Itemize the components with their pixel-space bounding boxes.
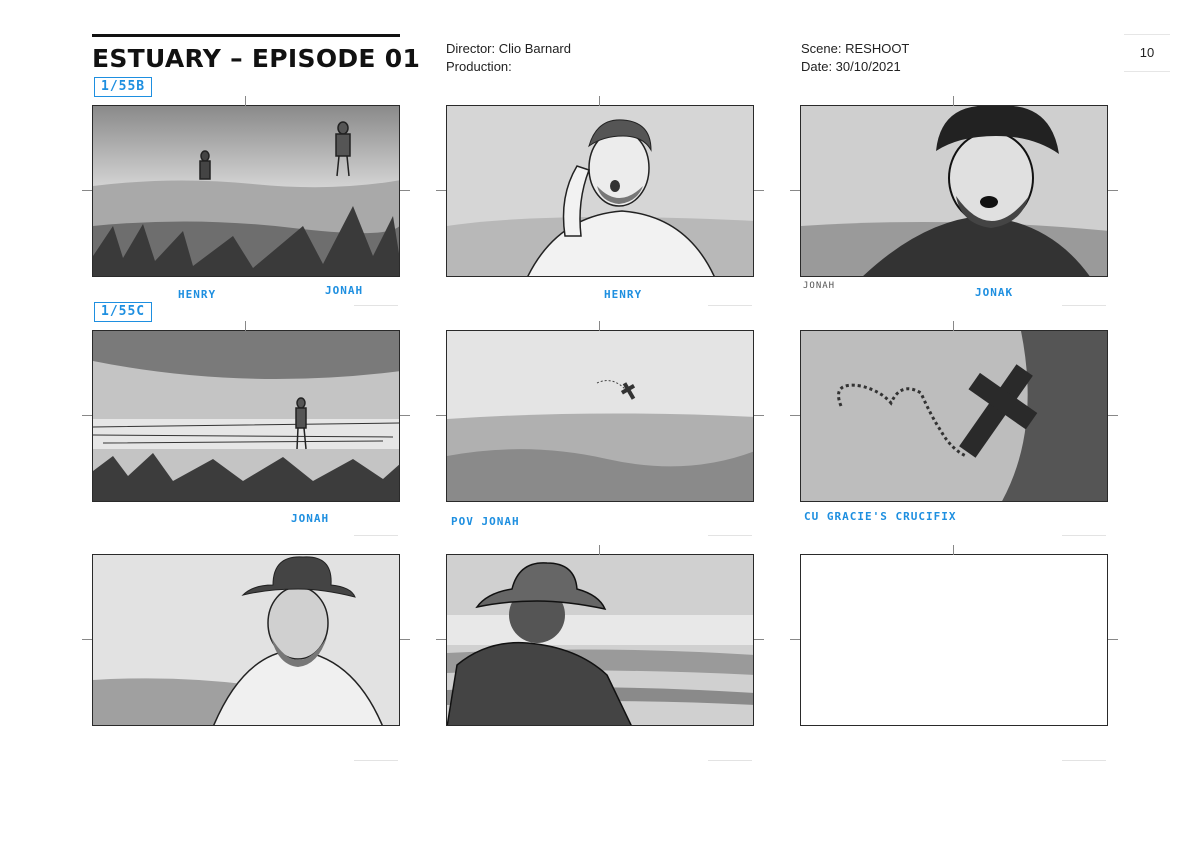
frame-tick [400,190,410,191]
title-rule [92,34,400,37]
frame-tick [82,190,92,191]
frame-tick [1108,639,1118,640]
storyboard-panel-7 [92,554,400,726]
caption-guide [1062,305,1106,306]
frame-tick [400,415,410,416]
frame-tick [790,639,800,640]
storyboard-panel-1 [92,105,400,277]
storyboard-panel-9-empty [800,554,1108,726]
frame-tick [1108,190,1118,191]
storyboard-panel-2 [446,105,754,277]
frame-tick [754,639,764,640]
panel-1-caption-jonah: JONAH [325,284,364,297]
panel-3-caption-jonah: JONAH [803,281,836,291]
panel-3-caption-jonak: JONAK [975,286,1014,299]
panel-6-caption-crucifix: CU GRACIE'S CRUCIFIX [804,510,957,523]
shot-tag-1-55c: 1/55C [94,302,153,322]
shot-tag-1-55b: 1/55B [94,77,153,97]
caption-guide [708,535,752,536]
frame-tick [400,639,410,640]
frame-tick [953,96,954,106]
production-credit: Production: [446,59,512,74]
storyboard-panel-4 [92,330,400,502]
caption-guide [1062,760,1106,761]
frame-tick [436,639,446,640]
scene-label: Scene: RESHOOT [801,41,910,56]
panel-4-caption-jonah: JONAH [291,512,330,525]
frame-tick [790,415,800,416]
caption-guide [354,760,398,761]
frame-tick [82,639,92,640]
director-credit: Director: Clio Barnard [446,41,571,56]
caption-guide [1062,535,1106,536]
frame-tick [754,190,764,191]
frame-tick [599,96,600,106]
frame-tick [245,96,246,106]
panel-1-caption-henry: HENRY [178,288,217,301]
storyboard-panel-5 [446,330,754,502]
storyboard-panel-8 [446,554,754,726]
caption-guide [354,535,398,536]
frame-tick [754,415,764,416]
frame-tick [436,415,446,416]
frame-tick [436,190,446,191]
caption-guide [708,760,752,761]
frame-tick [1108,415,1118,416]
frame-tick [245,321,246,331]
storyboard-panel-6 [800,330,1108,502]
storyboard-panel-3 [800,105,1108,277]
caption-guide [354,305,398,306]
page-title: ESTUARY – EPISODE 01 [92,44,421,73]
frame-tick [790,190,800,191]
panel-2-caption-henry: HENRY [604,288,643,301]
frame-tick [599,321,600,331]
date-label: Date: 30/10/2021 [801,59,901,74]
frame-tick [599,545,600,555]
page-number: 10 [1124,34,1170,72]
panel-5-caption-pov-jonah: POV JONAH [451,515,520,528]
frame-tick [953,545,954,555]
frame-tick [82,415,92,416]
caption-guide [708,305,752,306]
frame-tick [953,321,954,331]
